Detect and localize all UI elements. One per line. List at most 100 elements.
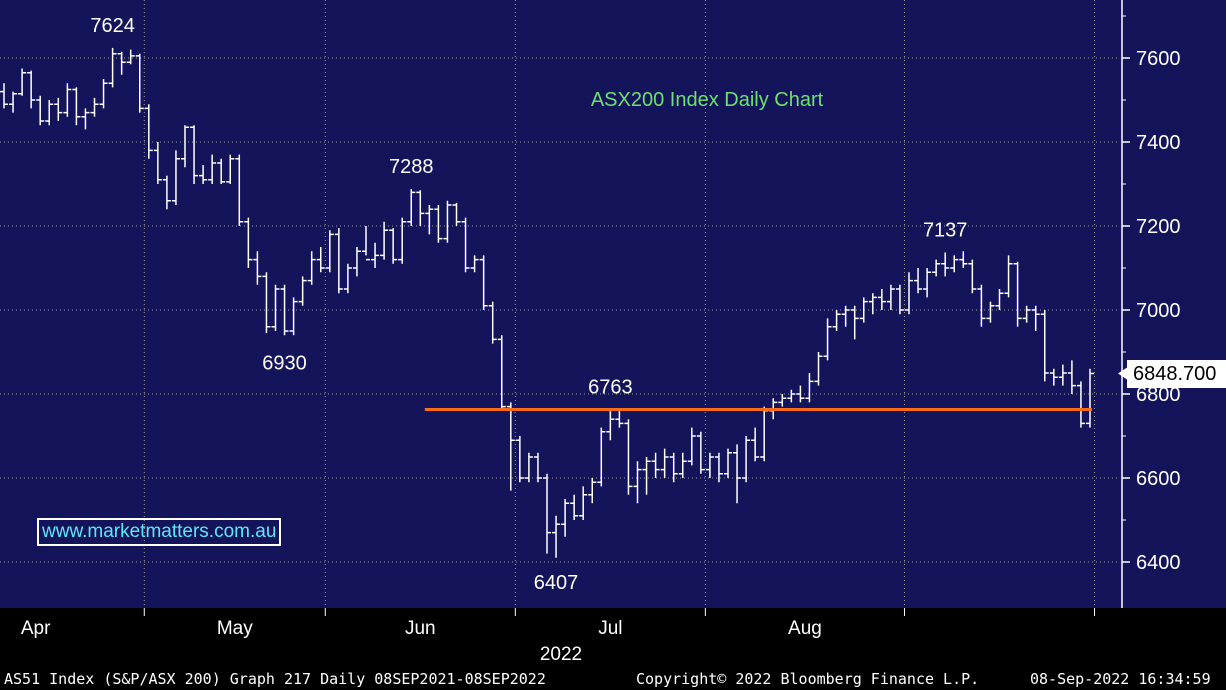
- ohlc-bar: [190, 125, 199, 184]
- ohlc-bar: [117, 51, 126, 75]
- ohlc-bar: [226, 154, 235, 184]
- footer-timestamp: 08-Sep-2022 16:34:59: [1030, 670, 1211, 688]
- ohlc-bar: [724, 448, 732, 478]
- ohlc-bar: [1031, 305, 1040, 331]
- y-tick-label: 6800: [1136, 384, 1181, 406]
- ohlc-bar: [199, 165, 208, 184]
- ohlc-bar: [298, 276, 307, 306]
- ohlc-bar: [570, 494, 579, 520]
- ohlc-bar: [1004, 255, 1013, 298]
- ohlc-bar: [660, 448, 669, 478]
- ohlc-bar: [244, 217, 253, 268]
- ohlc-bar: [307, 251, 316, 285]
- y-tick-label: 7600: [1136, 48, 1181, 70]
- ohlc-bar: [81, 108, 90, 130]
- ohlc-bar: [470, 255, 479, 273]
- ohlc-bar: [633, 461, 642, 504]
- ohlc-bar: [696, 431, 705, 474]
- ohlc-bar: [515, 436, 524, 483]
- ohlc-bar: [832, 310, 841, 331]
- ohlc-bar: [905, 272, 913, 315]
- ohlc-bar: [877, 289, 886, 310]
- ohlc-bar: [977, 284, 986, 327]
- ohlc-bar: [63, 83, 72, 117]
- ohlc-bar: [823, 318, 832, 361]
- ohlc-bar: [452, 202, 461, 226]
- ohlc-bar: [407, 189, 416, 226]
- ohlc-bar: [416, 190, 425, 226]
- ohlc-bar: [552, 515, 561, 558]
- ohlc-bar: [506, 402, 515, 491]
- chart-title: ASX200 Index Daily Chart: [591, 89, 824, 111]
- ohlc-bar: [687, 427, 696, 466]
- ohlc-bar: [398, 217, 407, 264]
- ohlc-bar: [805, 373, 814, 403]
- ohlc-bar: [1013, 261, 1022, 327]
- y-axis-panel: [1120, 0, 1226, 608]
- ohlc-bar: [579, 486, 588, 520]
- y-tick-label: 6600: [1136, 468, 1181, 490]
- ohlc-bar: [153, 142, 162, 184]
- ohlc-bar: [1058, 364, 1067, 386]
- ohlc-bar: [561, 499, 570, 537]
- ohlc-bar: [995, 289, 1004, 310]
- ohlc-bar: [72, 87, 81, 126]
- ohlc-bar: [606, 409, 615, 441]
- price-annotation: 7288: [389, 156, 434, 178]
- ohlc-bar: [615, 409, 624, 428]
- ohlc-bar: [588, 478, 597, 504]
- price-annotation: 7137: [923, 219, 968, 241]
- x-month-label: Jun: [405, 618, 436, 639]
- ohlc-bar: [597, 427, 606, 487]
- price-annotation: 6407: [534, 572, 579, 594]
- y-tick-label: 7400: [1136, 132, 1181, 154]
- ohlc-bar: [334, 228, 343, 294]
- ohlc-bar: [289, 297, 298, 336]
- ohlc-bar: [868, 293, 877, 315]
- ohlc-bar: [1076, 381, 1085, 428]
- ohlc-bar: [1022, 305, 1031, 323]
- ohlc-bar: [914, 268, 923, 294]
- y-tick-label: 7200: [1136, 216, 1181, 238]
- ohlc-bar: [651, 452, 660, 478]
- ohlc-bar: [733, 444, 742, 504]
- ohlc-bar: [850, 305, 859, 340]
- ohlc-bar: [714, 452, 723, 483]
- ohlc-bar: [362, 226, 370, 261]
- ohlc-bar: [18, 68, 27, 96]
- price-annotation: 6930: [262, 352, 307, 374]
- ohlc-bar: [325, 230, 334, 273]
- ohlc-bar: [434, 205, 443, 243]
- price-annotation: 7624: [90, 15, 135, 37]
- ohlc-bar: [497, 335, 506, 411]
- ohlc-bar: [986, 301, 995, 323]
- ohlc-bar: [968, 259, 977, 294]
- ohlc-bar: [0, 83, 8, 109]
- x-month-label: Aug: [788, 618, 822, 639]
- ohlc-bar: [425, 205, 434, 235]
- y-tick-label: 7000: [1136, 300, 1181, 322]
- ohlc-bar: [678, 452, 687, 478]
- ohlc-bar: [1040, 310, 1049, 382]
- ohlc-bar: [371, 242, 380, 268]
- ohlc-bar: [669, 452, 678, 483]
- website-watermark[interactable]: www.marketmatters.com.au: [37, 518, 282, 546]
- ohlc-bar: [27, 70, 36, 109]
- last-price-pointer: [1118, 367, 1127, 380]
- ohlc-bar: [524, 452, 533, 483]
- ohlc-bar: [814, 352, 823, 386]
- price-annotation: 6763: [588, 377, 633, 399]
- ohlc-bar: [1086, 368, 1094, 428]
- ohlc-bar: [280, 284, 289, 336]
- ohlc-bar: [841, 305, 850, 327]
- last-price-label: 6848.700: [1127, 360, 1226, 388]
- ohlc-bar: [778, 394, 787, 407]
- ohlc-bar: [923, 268, 932, 298]
- ohlc-bar: [90, 97, 99, 117]
- footer-security-info: AS51 Index (S&P/ASX 200) Graph 217 Daily…: [4, 670, 546, 688]
- ohlc-bar: [108, 47, 117, 88]
- ohlc-bar: [171, 150, 180, 205]
- ohlc-bar: [45, 100, 54, 126]
